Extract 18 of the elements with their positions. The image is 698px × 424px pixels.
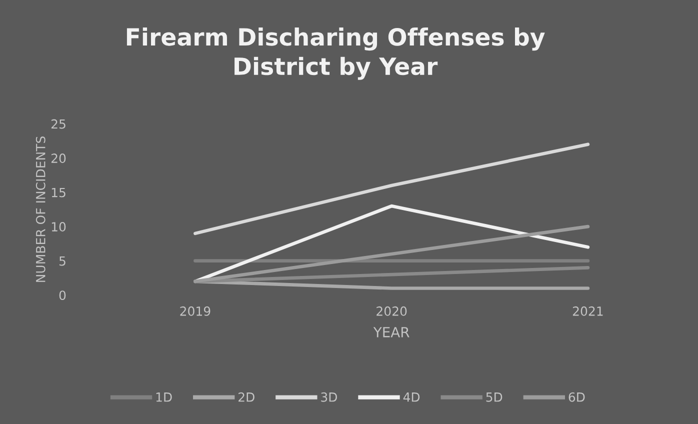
y-axis-title: NUMBER OF INCIDENTS (36, 136, 46, 282)
y-tick-label: 10 (52, 222, 66, 232)
chart-title: Firearm Discharing Offenses by District by Year (126, 28, 545, 80)
x-tick-label: 2021 (572, 306, 603, 316)
x-tick-label: 2020 (376, 306, 407, 316)
legend-label: 5D (486, 392, 502, 402)
y-tick-label: 25 (51, 119, 66, 129)
x-tick-label: 2019 (180, 306, 210, 316)
y-tick-label: 5 (59, 256, 66, 266)
legend-label: 1D (156, 392, 172, 402)
legend-label: 2D (238, 392, 254, 402)
legend-label: 3D (321, 392, 338, 402)
y-tick-label: 15 (52, 188, 66, 198)
y-tick-label: 20 (51, 154, 66, 163)
legend-label: 4D (403, 392, 420, 402)
x-axis-title: YEAR (373, 327, 410, 338)
y-tick-label: 0 (59, 290, 66, 300)
legend-label: 6D (568, 392, 585, 402)
